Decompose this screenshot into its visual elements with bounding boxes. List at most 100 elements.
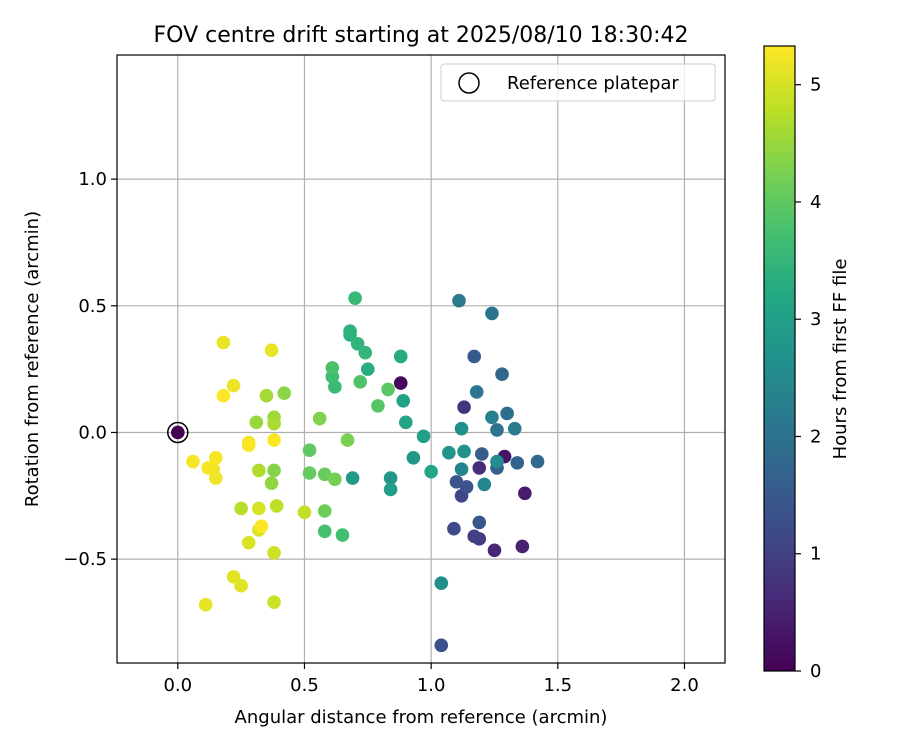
scatter-point — [297, 505, 312, 520]
scatter-point — [277, 386, 292, 401]
scatter-point — [485, 410, 499, 425]
scatter-point — [264, 343, 279, 357]
chart-title: FOV centre drift starting at 2025/08/10 … — [154, 23, 689, 48]
colorbar-label: Hours from first FF file — [830, 259, 851, 460]
y-tick-label: −0.5 — [63, 549, 107, 570]
scatter-point — [393, 349, 408, 364]
scatter-point — [416, 429, 431, 444]
colorbar — [763, 45, 796, 672]
scatter-point — [475, 447, 489, 461]
colorbar-tick-label: 2 — [810, 426, 821, 447]
scatter-point — [472, 461, 487, 475]
x-tick-label: 1.0 — [417, 675, 446, 696]
scatter-point — [267, 463, 281, 478]
scatter-point — [249, 415, 264, 430]
scatter-point — [302, 443, 317, 458]
scatter-point — [216, 388, 231, 403]
scatter-point — [467, 529, 482, 544]
x-axis-ticks: 0.0 0.5 1.0 1.5 2.0 — [163, 663, 699, 696]
scatter-point — [328, 472, 342, 487]
scatter-point — [371, 399, 385, 413]
scatter-point — [345, 471, 360, 485]
scatter-point — [530, 454, 545, 469]
reference-marker — [167, 421, 189, 444]
scatter-point — [241, 535, 256, 550]
scatter-point — [381, 382, 395, 397]
scatter-point — [226, 378, 241, 393]
colorbar-tick-label: 4 — [810, 192, 821, 213]
data-points — [171, 291, 545, 653]
scatter-point — [269, 499, 284, 513]
x-tick-label: 0.5 — [290, 675, 319, 696]
scatter-point — [383, 471, 398, 485]
x-tick-label: 2.0 — [670, 675, 699, 696]
scatter-point — [424, 464, 438, 479]
scatter-point — [510, 456, 525, 470]
scatter-point — [396, 394, 411, 408]
scatter-point — [353, 375, 368, 389]
y-axis-ticks: −0.5 0.0 0.5 1.0 — [63, 169, 117, 570]
scatter-point — [335, 528, 350, 542]
scatter-point — [171, 425, 185, 440]
scatter-point — [518, 486, 532, 501]
scatter-point — [490, 423, 504, 437]
scatter-point — [447, 521, 461, 536]
scatter-point — [209, 451, 223, 465]
scatter-point — [302, 466, 317, 480]
scatter-point — [317, 467, 332, 482]
scatter-point — [454, 421, 469, 436]
scatter-point — [515, 539, 530, 554]
scatter-point — [350, 337, 365, 351]
scatter-point — [254, 519, 269, 533]
colorbar-ticks: 0 1 2 3 4 5 — [795, 75, 821, 682]
scatter-point — [383, 482, 398, 497]
scatter-point — [264, 476, 279, 490]
plot-frame — [116, 54, 726, 664]
legend-entry: Reference platepar — [507, 73, 679, 94]
scatter-point — [216, 335, 231, 350]
scatter-point — [267, 416, 281, 431]
scatter-point — [198, 597, 213, 612]
scatter-point — [454, 462, 469, 477]
scatter-point — [457, 400, 471, 414]
scatter-point — [186, 454, 200, 469]
scatter-point — [343, 324, 357, 338]
y-tick-label: 0.5 — [78, 296, 107, 317]
scatter-point — [485, 306, 499, 321]
x-tick-label: 0.0 — [163, 675, 192, 696]
scatter-point — [348, 291, 362, 306]
scatter-point — [449, 475, 464, 489]
scatter-point — [500, 406, 514, 421]
scatter-point — [406, 451, 421, 465]
scatter-point — [201, 461, 215, 475]
scatter-point — [358, 345, 373, 360]
x-axis-label: Angular distance from reference (arcmin) — [235, 707, 608, 728]
scatter-point — [241, 438, 256, 452]
scatter-point — [317, 504, 332, 518]
scatter-point — [325, 361, 340, 375]
scatter-point — [234, 501, 248, 516]
scatter-point — [507, 421, 522, 436]
legend-marker — [458, 72, 480, 94]
scatter-point — [490, 454, 504, 469]
y-axis-label: Rotation from reference (arcmin) — [22, 211, 43, 507]
scatter-point — [361, 362, 375, 376]
scatter-point — [399, 415, 413, 430]
y-tick-label: 1.0 — [78, 169, 107, 190]
scatter-point — [393, 376, 408, 390]
scatter-point — [495, 367, 509, 382]
scatter-point — [477, 477, 492, 492]
scatter-point — [457, 444, 471, 459]
scatter-point — [312, 411, 327, 426]
scatter-point — [252, 501, 266, 516]
scatter-point — [434, 638, 449, 653]
scatter-point — [267, 433, 281, 447]
scatter-point — [340, 433, 355, 447]
scatter-point — [252, 463, 266, 478]
colorbar-tick-label: 1 — [810, 544, 821, 565]
reference-platepar-marker — [167, 421, 189, 444]
scatter-point — [226, 570, 241, 584]
grid-lines — [117, 55, 725, 663]
scatter-point — [442, 445, 456, 460]
